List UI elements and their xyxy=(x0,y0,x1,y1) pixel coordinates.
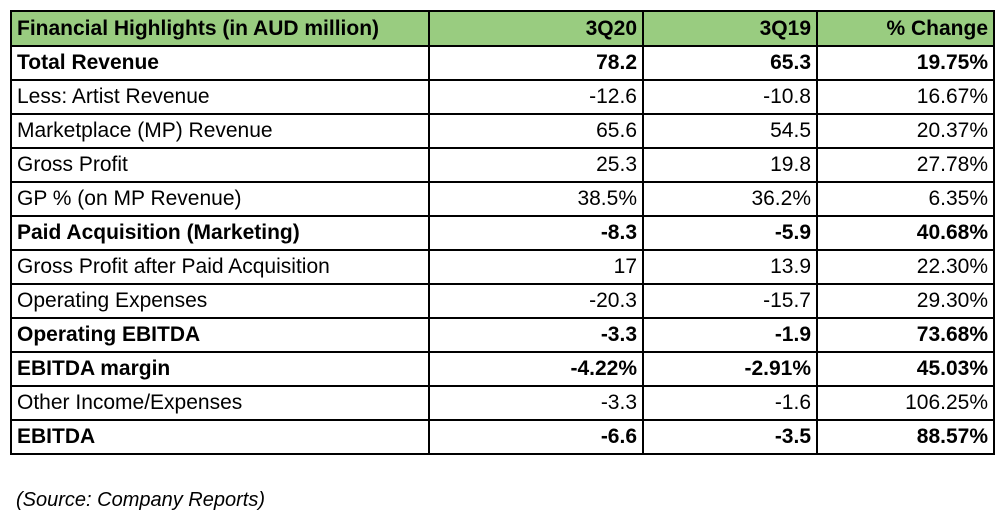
row-value-3q20: 25.3 xyxy=(428,147,644,183)
row-value-3q19: -5.9 xyxy=(642,215,818,251)
row-label: Marketplace (MP) Revenue xyxy=(10,113,430,149)
row-value-3q20: -4.22% xyxy=(428,351,644,387)
row-value-3q19: -1.9 xyxy=(642,317,818,353)
table-row: Paid Acquisition (Marketing) -8.3 -5.9 40.6… xyxy=(10,215,995,251)
financial-highlights-table: Financial Highlights (in AUD million) 3Q… xyxy=(10,10,995,455)
row-value-3q20: -12.6 xyxy=(428,79,644,115)
source-note: (Source: Company Reports) xyxy=(16,489,265,511)
row-value-3q19: 65.3 xyxy=(642,45,818,81)
table-body: Total Revenue 78.2 65.3 19.75% Less: Artist … xyxy=(10,45,995,455)
header-3q19: 3Q19 xyxy=(642,10,818,47)
row-label: Gross Profit xyxy=(10,147,430,183)
table-row: EBITDA -6.6 -3.5 88.57% xyxy=(10,419,995,455)
header-title: Financial Highlights (in AUD million) xyxy=(10,10,430,47)
row-label: Operating EBITDA xyxy=(10,317,430,353)
header-3q20: 3Q20 xyxy=(428,10,644,47)
row-label: EBITDA margin xyxy=(10,351,430,387)
row-value-3q20: 38.5% xyxy=(428,181,644,217)
row-value-3q19: -1.6 xyxy=(642,385,818,421)
row-percent-change: 19.75% xyxy=(816,45,995,81)
row-percent-change: 106.25% xyxy=(816,385,995,421)
row-percent-change: 27.78% xyxy=(816,147,995,183)
table-row: Gross Profit 25.3 19.8 27.78% xyxy=(10,147,995,183)
row-value-3q20: -3.3 xyxy=(428,385,644,421)
row-label: Gross Profit after Paid Acquisition xyxy=(10,249,430,285)
row-value-3q19: 36.2% xyxy=(642,181,818,217)
row-label: Total Revenue xyxy=(10,45,430,81)
table-row: Operating EBITDA -3.3 -1.9 73.68% xyxy=(10,317,995,353)
table-row: Gross Profit after Paid Acquisition 17 13.… xyxy=(10,249,995,285)
row-value-3q19: 13.9 xyxy=(642,249,818,285)
row-value-3q19: 19.8 xyxy=(642,147,818,183)
table-row: Marketplace (MP) Revenue 65.6 54.5 20.37% xyxy=(10,113,995,149)
row-percent-change: 40.68% xyxy=(816,215,995,251)
table-row: Operating Expenses -20.3 -15.7 29.30% xyxy=(10,283,995,319)
row-value-3q19: -15.7 xyxy=(642,283,818,319)
table-header-row: Financial Highlights (in AUD million) 3Q… xyxy=(10,10,995,47)
row-value-3q20: -3.3 xyxy=(428,317,644,353)
row-value-3q20: -6.6 xyxy=(428,419,644,455)
table-row: Total Revenue 78.2 65.3 19.75% xyxy=(10,45,995,81)
row-value-3q19: -2.91% xyxy=(642,351,818,387)
row-percent-change: 6.35% xyxy=(816,181,995,217)
row-percent-change: 22.30% xyxy=(816,249,995,285)
table-row: Less: Artist Revenue -12.6 -10.8 16.67% xyxy=(10,79,995,115)
row-percent-change: 45.03% xyxy=(816,351,995,387)
row-value-3q20: -20.3 xyxy=(428,283,644,319)
row-label: Other Income/Expenses xyxy=(10,385,430,421)
row-label: Less: Artist Revenue xyxy=(10,79,430,115)
row-percent-change: 73.68% xyxy=(816,317,995,353)
row-label: Paid Acquisition (Marketing) xyxy=(10,215,430,251)
row-value-3q19: -3.5 xyxy=(642,419,818,455)
table-row: EBITDA margin -4.22% -2.91% 45.03% xyxy=(10,351,995,387)
row-value-3q20: 17 xyxy=(428,249,644,285)
table-row: GP % (on MP Revenue) 38.5% 36.2% 6.35% xyxy=(10,181,995,217)
row-value-3q20: -8.3 xyxy=(428,215,644,251)
row-label: Operating Expenses xyxy=(10,283,430,319)
row-value-3q20: 65.6 xyxy=(428,113,644,149)
row-label: GP % (on MP Revenue) xyxy=(10,181,430,217)
row-value-3q20: 78.2 xyxy=(428,45,644,81)
row-percent-change: 20.37% xyxy=(816,113,995,149)
row-percent-change: 29.30% xyxy=(816,283,995,319)
row-percent-change: 16.67% xyxy=(816,79,995,115)
row-percent-change: 88.57% xyxy=(816,419,995,455)
header-percent-change: % Change xyxy=(816,10,995,47)
row-value-3q19: 54.5 xyxy=(642,113,818,149)
row-label: EBITDA xyxy=(10,419,430,455)
table-row: Other Income/Expenses -3.3 -1.6 106.25% xyxy=(10,385,995,421)
row-value-3q19: -10.8 xyxy=(642,79,818,115)
